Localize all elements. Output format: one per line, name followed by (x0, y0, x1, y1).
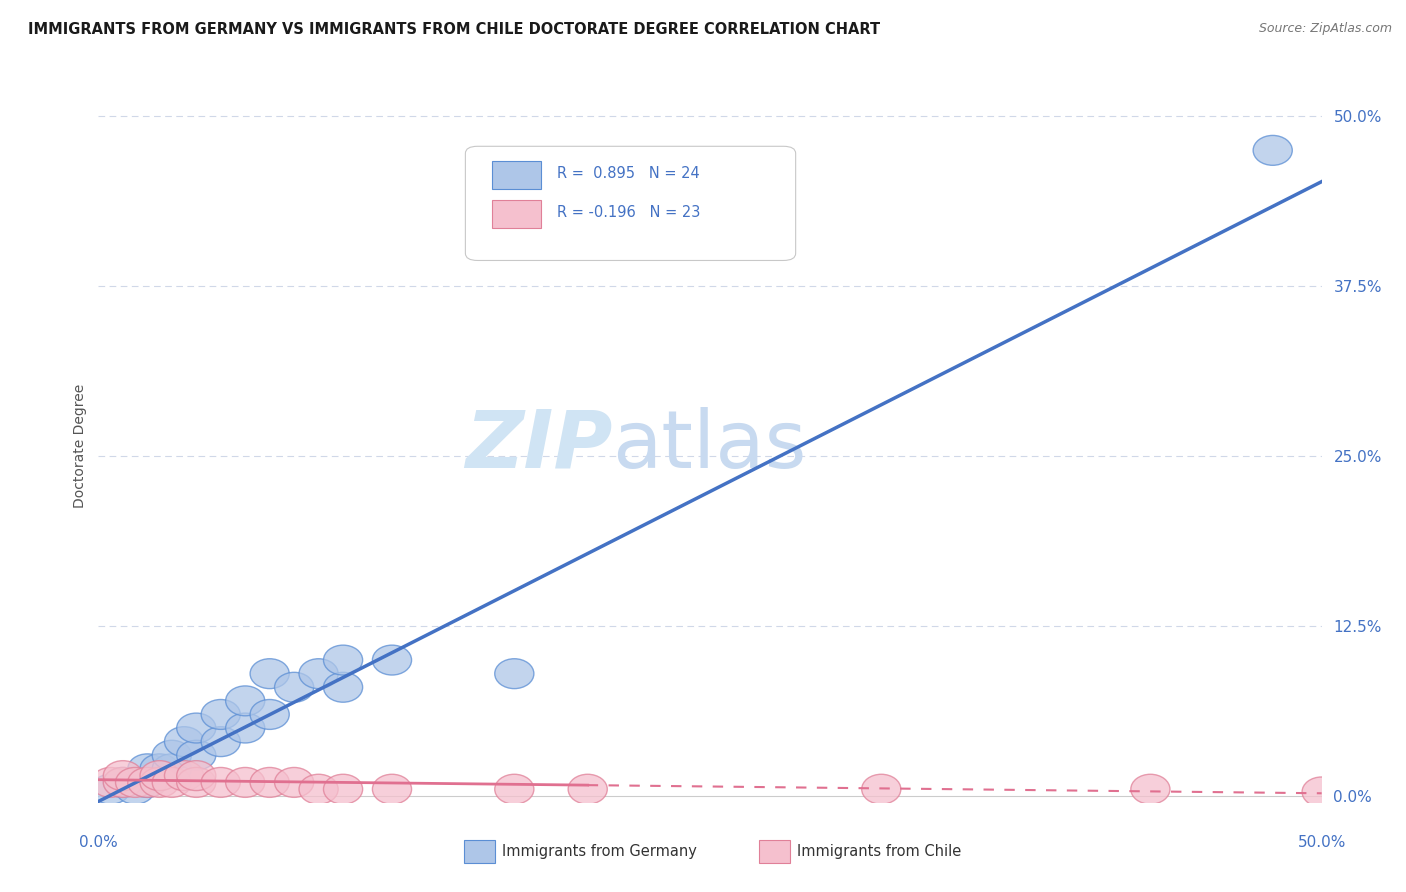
Ellipse shape (1302, 777, 1341, 807)
Text: atlas: atlas (612, 407, 807, 485)
Ellipse shape (165, 761, 204, 790)
Text: IMMIGRANTS FROM GERMANY VS IMMIGRANTS FROM CHILE DOCTORATE DEGREE CORRELATION CH: IMMIGRANTS FROM GERMANY VS IMMIGRANTS FR… (28, 22, 880, 37)
Ellipse shape (201, 699, 240, 730)
Ellipse shape (115, 774, 155, 805)
Text: R = -0.196   N = 23: R = -0.196 N = 23 (557, 205, 700, 220)
Text: 0.0%: 0.0% (79, 836, 118, 850)
Ellipse shape (495, 774, 534, 805)
Ellipse shape (128, 767, 167, 797)
Ellipse shape (103, 761, 142, 790)
Ellipse shape (323, 774, 363, 805)
Ellipse shape (128, 767, 167, 797)
Ellipse shape (1130, 774, 1170, 805)
Ellipse shape (201, 727, 240, 756)
Ellipse shape (91, 767, 131, 797)
Ellipse shape (495, 658, 534, 689)
Ellipse shape (91, 774, 131, 805)
FancyBboxPatch shape (492, 161, 541, 189)
Ellipse shape (225, 686, 264, 715)
Ellipse shape (568, 774, 607, 805)
Text: Immigrants from Chile: Immigrants from Chile (797, 845, 962, 859)
Ellipse shape (103, 767, 142, 797)
Ellipse shape (250, 767, 290, 797)
Text: ZIP: ZIP (465, 407, 612, 485)
Ellipse shape (141, 761, 179, 790)
Ellipse shape (177, 761, 217, 790)
Ellipse shape (128, 754, 167, 784)
Ellipse shape (225, 767, 264, 797)
FancyBboxPatch shape (465, 146, 796, 260)
Ellipse shape (165, 727, 204, 756)
Ellipse shape (141, 767, 179, 797)
Ellipse shape (250, 699, 290, 730)
Text: Immigrants from Germany: Immigrants from Germany (502, 845, 697, 859)
Ellipse shape (141, 754, 179, 784)
Ellipse shape (177, 740, 217, 770)
Ellipse shape (177, 713, 217, 743)
Ellipse shape (201, 767, 240, 797)
Ellipse shape (323, 645, 363, 675)
Ellipse shape (274, 767, 314, 797)
Ellipse shape (862, 774, 901, 805)
Y-axis label: Doctorate Degree: Doctorate Degree (73, 384, 87, 508)
Text: Source: ZipAtlas.com: Source: ZipAtlas.com (1258, 22, 1392, 36)
Ellipse shape (115, 767, 155, 797)
Text: 50.0%: 50.0% (1298, 836, 1346, 850)
Ellipse shape (152, 767, 191, 797)
Ellipse shape (152, 740, 191, 770)
Ellipse shape (103, 767, 142, 797)
Ellipse shape (177, 767, 217, 797)
Ellipse shape (225, 713, 264, 743)
Ellipse shape (373, 645, 412, 675)
Ellipse shape (152, 754, 191, 784)
Ellipse shape (299, 658, 339, 689)
Ellipse shape (250, 658, 290, 689)
Ellipse shape (323, 673, 363, 702)
FancyBboxPatch shape (492, 200, 541, 228)
Ellipse shape (373, 774, 412, 805)
Ellipse shape (274, 673, 314, 702)
Ellipse shape (299, 774, 339, 805)
Ellipse shape (1253, 136, 1292, 165)
Text: R =  0.895   N = 24: R = 0.895 N = 24 (557, 166, 700, 181)
